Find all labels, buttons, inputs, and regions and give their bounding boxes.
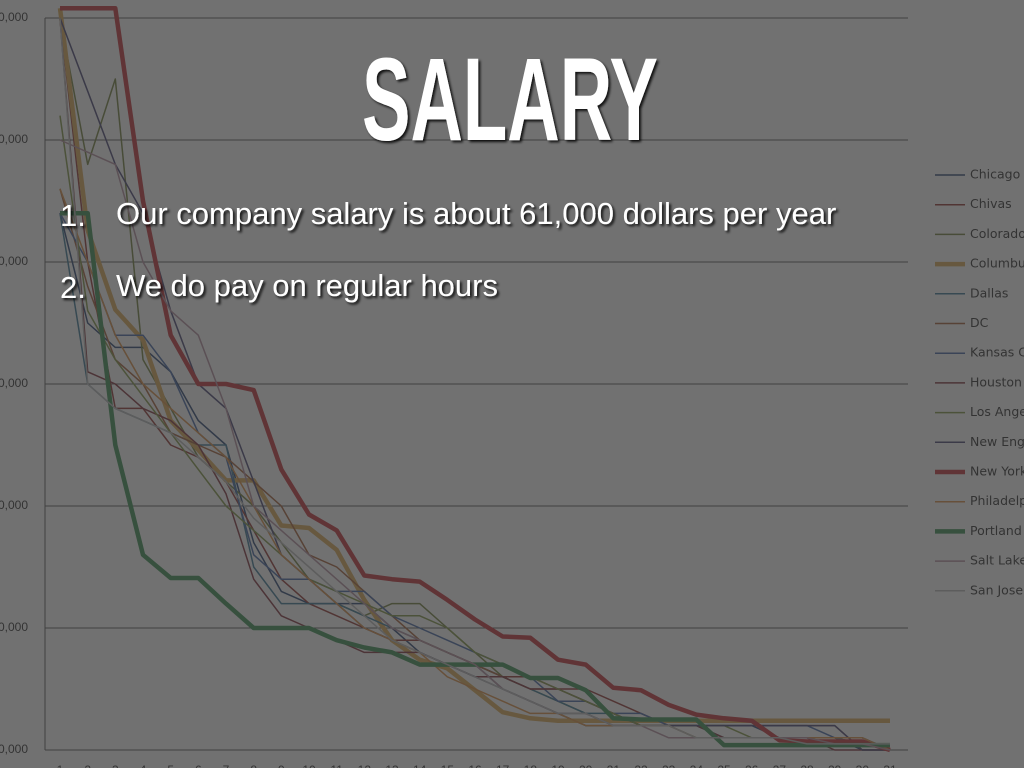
list-number: 2.: [60, 270, 86, 305]
list-number: 1.: [60, 198, 86, 233]
list-item: Our company salary is about 61,000 dolla…: [116, 196, 836, 231]
slide-content: SALARY 1. Our company salary is about 61…: [60, 34, 836, 305]
slide-title: SALARY: [362, 34, 658, 166]
list-item: We do pay on regular hours: [116, 268, 498, 303]
